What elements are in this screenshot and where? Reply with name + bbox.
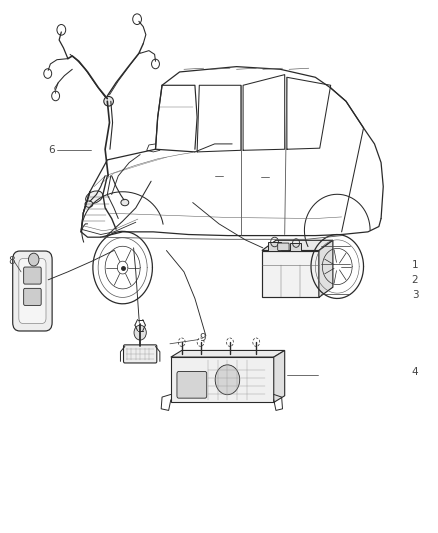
Bar	[290, 243, 301, 251]
FancyBboxPatch shape	[19, 259, 46, 324]
FancyBboxPatch shape	[13, 251, 52, 331]
Text: 2: 2	[412, 276, 418, 285]
FancyBboxPatch shape	[24, 267, 41, 284]
Bar	[171, 357, 274, 402]
Circle shape	[134, 325, 146, 340]
FancyBboxPatch shape	[278, 243, 289, 251]
Bar	[262, 251, 319, 297]
Ellipse shape	[85, 191, 103, 204]
Text: 9: 9	[200, 334, 206, 343]
Text: 1: 1	[412, 261, 418, 270]
Polygon shape	[274, 351, 285, 402]
Text: 8: 8	[8, 256, 14, 266]
Polygon shape	[171, 351, 285, 357]
Circle shape	[215, 365, 240, 394]
Text: 4: 4	[412, 367, 418, 377]
Polygon shape	[319, 240, 333, 297]
Text: 3: 3	[412, 290, 418, 300]
Bar	[268, 242, 281, 251]
Ellipse shape	[104, 96, 113, 106]
Ellipse shape	[121, 199, 129, 206]
FancyBboxPatch shape	[24, 288, 41, 305]
FancyBboxPatch shape	[124, 345, 157, 363]
Polygon shape	[262, 240, 333, 251]
Circle shape	[28, 253, 39, 266]
FancyBboxPatch shape	[177, 372, 207, 398]
Ellipse shape	[85, 201, 93, 207]
Text: 6: 6	[49, 146, 55, 155]
